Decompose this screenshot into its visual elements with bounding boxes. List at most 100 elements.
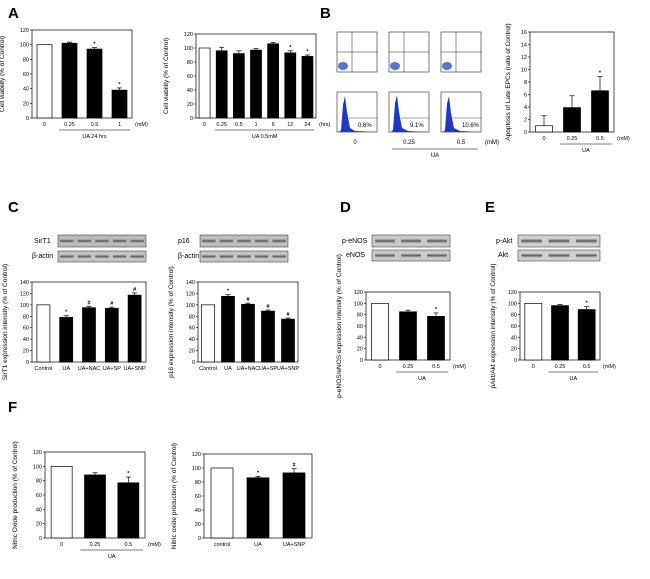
f1-xtick-label-2: 0.5 — [125, 542, 133, 548]
f2-sig-2: # — [292, 463, 295, 469]
c2-sig-2: # — [246, 297, 249, 303]
d1-xtick-label-0: 0 — [378, 364, 381, 370]
c1-ytick-label-4: 80 — [23, 314, 29, 320]
b1-ytick-label-6: 12 — [521, 55, 527, 61]
c1-bar-1 — [59, 317, 74, 363]
b1-bar-2 — [591, 90, 609, 133]
blot-band-e-akt-1 — [548, 253, 570, 258]
d1-bar-2 — [427, 316, 445, 361]
c1-bar-2 — [82, 307, 96, 363]
a1-xtick-label-3: 1 — [118, 122, 121, 128]
a2-ytick-label-2: 40 — [187, 88, 193, 94]
f1-sig-2: * — [127, 471, 130, 477]
a1-ytick-label-1: 20 — [23, 101, 29, 107]
c2-sig-3: # — [266, 304, 269, 310]
e1-ytick-label-2: 40 — [511, 335, 517, 341]
blot-c-left-label-1: SirT1 — [34, 238, 51, 245]
flow-conc-2: 0.5 — [457, 140, 466, 146]
blot-band-c-right-p16-0 — [202, 238, 216, 244]
f2-ytick-label-2: 40 — [195, 508, 201, 514]
blot-band-c-right-p16-1 — [219, 238, 234, 244]
blot-band-c-left-sirt1-4 — [130, 238, 144, 244]
b1-ylabel: Apoptosis of Late EPCs (ratio of Control… — [505, 23, 512, 140]
blot-band-c-left-actin-2 — [95, 254, 109, 259]
blot-c-right-label-2: β-actin — [178, 253, 199, 260]
e1-xtick-label-2: 0.5 — [583, 364, 591, 370]
d1-bar-1 — [399, 311, 417, 361]
b1-xtick-label-2: 0.5 — [596, 136, 604, 142]
a2-bar-0 — [198, 47, 211, 119]
a1-group-label: UA 24 hrs — [82, 134, 106, 140]
f2-ytick-label-4: 80 — [195, 480, 201, 486]
b1-sig-2: * — [599, 70, 602, 76]
d1-ytick-label-3: 60 — [357, 324, 363, 330]
f2-ytick-label-5: 100 — [192, 466, 201, 472]
blot-e-label-1: p-Akt — [496, 238, 512, 245]
flow-percent-1: 0.6% — [358, 123, 372, 129]
a1-ylabel: Cell viability (% of Control) — [0, 36, 6, 112]
c1-sig-2: # — [87, 301, 90, 307]
blot-band-d-peNOS-0 — [375, 238, 395, 244]
blot-band-d-peNOS-2 — [427, 238, 447, 244]
f1-xtick-label-1: 0.25 — [90, 542, 101, 548]
d1-ytick-label-0: 0 — [360, 358, 363, 364]
blot-band-c-right-p16-2 — [237, 238, 251, 244]
blot-band-c-right-actin-0 — [202, 254, 216, 259]
b1-ytick-label-5: 10 — [521, 68, 527, 74]
c2-ytick-label-5: 100 — [186, 303, 195, 309]
d1-ytick-label-5: 100 — [354, 301, 363, 307]
a2-bar-5 — [284, 52, 297, 119]
blot-band-c-left-actin-0 — [60, 254, 74, 259]
panel-letter-e: E — [485, 199, 495, 216]
a2-sig-6: * — [306, 49, 309, 55]
a2-xtick-label-1: 0.25 — [216, 122, 227, 128]
flow-percent-2: 9.1% — [410, 123, 424, 129]
flow-scatter-2-cluster — [390, 62, 400, 70]
c1-sig-4: # — [133, 287, 136, 293]
f1-ylabel: Nitric Oxide production (% of Control) — [12, 441, 19, 549]
f2-ytick-label-0: 0 — [198, 536, 201, 542]
b1-bar-0 — [535, 125, 553, 133]
c1-ytick-label-2: 40 — [23, 337, 29, 343]
c2-ytick-label-6: 120 — [186, 291, 195, 297]
f1-bar-2 — [117, 482, 140, 539]
chart-c2-p16: 0 20 40 60 80 100 120 140 p16 expression intensi… — [168, 266, 299, 378]
b1-xtick-label-0: 0 — [542, 136, 545, 142]
c1-sig-1: * — [65, 310, 68, 316]
c2-xtick-label-2: UA+NAC — [237, 366, 259, 372]
f1-ytick-label-2: 40 — [36, 507, 42, 513]
a1-ytick-label-0: 0 — [26, 116, 29, 122]
c1-xtick-label-0: Control — [35, 366, 53, 372]
c1-ytick-label-0: 0 — [26, 360, 29, 366]
f1-ytick-label-1: 20 — [36, 522, 42, 528]
c2-ytick-label-4: 80 — [189, 314, 195, 320]
f2-bar-0 — [210, 467, 234, 539]
f2-xtick-label-1: UA — [254, 542, 262, 548]
flow-group-label: UA — [431, 153, 439, 159]
blot-c-right: p16 β-actin — [178, 234, 289, 263]
a2-xtick-label-4: 6 — [272, 122, 275, 128]
a2-bar-6 — [301, 56, 314, 119]
chart-f1-nitric-oxide-dose: 0 20 40 60 80 100 120 Nitric Oxide production (… — [12, 441, 161, 560]
c1-bar-0 — [36, 304, 51, 363]
flow-conc-0: 0 — [353, 140, 357, 146]
c1-sig-3: # — [110, 301, 113, 307]
a2-unit: (hrs) — [319, 122, 330, 128]
a2-bar-4 — [267, 43, 279, 119]
blot-band-d-eNOS-0 — [375, 253, 395, 258]
b1-ytick-label-2: 4 — [524, 105, 527, 111]
c2-sig-4: # — [286, 312, 289, 318]
a2-bar-2 — [233, 53, 245, 119]
d1-ytick-label-1: 20 — [357, 347, 363, 353]
d1-group-label: UA — [418, 376, 426, 382]
e1-ytick-label-3: 60 — [511, 324, 517, 330]
a1-sig-3: * — [118, 82, 121, 88]
f2-ytick-label-1: 20 — [195, 522, 201, 528]
a2-sig-5: * — [289, 45, 292, 51]
a1-unit: (mM) — [135, 122, 148, 128]
c2-ytick-label-1: 20 — [189, 349, 195, 355]
a2-group-label: UA 0.5mM — [252, 134, 278, 140]
c2-xtick-label-3: UA+SP — [259, 366, 278, 372]
